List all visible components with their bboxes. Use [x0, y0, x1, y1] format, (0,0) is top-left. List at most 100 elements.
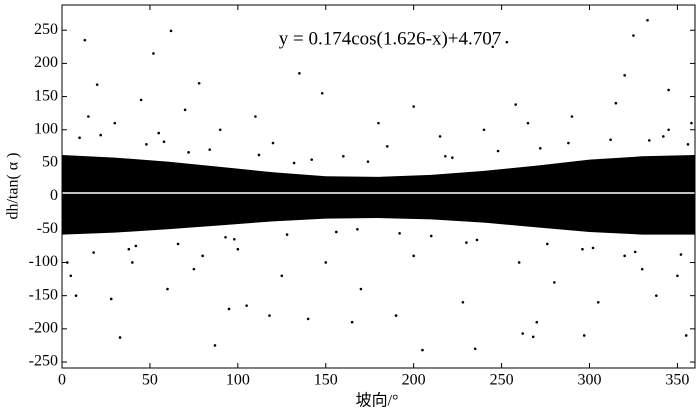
point	[591, 246, 595, 250]
point	[95, 83, 99, 86]
point	[245, 304, 248, 307]
point	[187, 151, 190, 154]
point	[655, 294, 658, 297]
y-tick-label: 200	[34, 54, 58, 71]
point	[686, 143, 690, 146]
point	[377, 121, 380, 125]
point	[684, 334, 688, 337]
point	[514, 103, 517, 106]
point	[676, 274, 679, 278]
point	[310, 158, 313, 161]
point	[553, 281, 556, 284]
y-axis-label: dh/tan( α )	[5, 152, 22, 219]
point	[113, 121, 117, 125]
point	[78, 136, 81, 140]
point	[662, 135, 665, 138]
y-tick-label: 50	[42, 154, 58, 171]
point	[134, 244, 138, 248]
point	[461, 301, 465, 304]
point	[482, 128, 486, 132]
point	[162, 140, 166, 144]
point	[236, 247, 240, 251]
point	[83, 38, 87, 42]
point	[157, 131, 161, 135]
point	[320, 91, 324, 95]
point	[640, 267, 644, 271]
point	[152, 52, 155, 55]
x-tick-label: 0	[58, 372, 66, 389]
y-tick-label: -100	[29, 253, 58, 270]
x-tick-label: 200	[402, 372, 426, 389]
y-tick-label: -200	[29, 320, 58, 337]
x-tick-label: 50	[142, 372, 158, 389]
point	[667, 88, 670, 92]
y-tick-label: -150	[29, 286, 58, 303]
point	[271, 141, 275, 145]
point	[145, 143, 148, 146]
point	[342, 155, 345, 158]
point	[254, 115, 257, 118]
point	[567, 141, 570, 145]
dense-band	[62, 154, 695, 235]
point	[546, 242, 549, 246]
point	[131, 261, 134, 264]
point	[496, 149, 500, 153]
point	[292, 161, 296, 165]
point	[632, 34, 635, 37]
point	[475, 238, 479, 242]
point	[127, 247, 131, 251]
point	[201, 254, 204, 258]
point	[609, 138, 612, 142]
point	[109, 297, 113, 301]
point	[582, 334, 586, 337]
y-tick-label: -50	[37, 220, 58, 237]
x-tick-label: 250	[490, 372, 514, 389]
point	[224, 235, 227, 239]
point	[118, 336, 122, 339]
point	[280, 274, 284, 278]
point	[690, 121, 693, 125]
point	[324, 261, 328, 264]
y-tick-label: 150	[34, 87, 58, 104]
point	[614, 101, 618, 105]
y-tick-label: 100	[34, 120, 58, 137]
point	[531, 335, 535, 339]
point	[74, 294, 78, 297]
point	[521, 332, 524, 335]
point	[257, 153, 261, 157]
point	[87, 115, 90, 118]
point	[633, 250, 637, 254]
point	[69, 274, 73, 278]
point	[596, 301, 600, 304]
point	[218, 128, 222, 132]
point	[473, 347, 477, 351]
point	[285, 233, 289, 236]
point	[268, 314, 271, 317]
y-tick-label: 0	[50, 187, 58, 204]
plot-frame	[61, 4, 696, 369]
point	[208, 148, 211, 151]
point	[65, 261, 69, 264]
point	[298, 72, 301, 75]
point	[183, 108, 187, 112]
point	[517, 261, 521, 264]
point	[570, 115, 574, 118]
point	[385, 145, 389, 148]
y-tick-label: -250	[29, 353, 58, 370]
point	[92, 251, 95, 254]
point	[99, 133, 102, 137]
point	[166, 287, 169, 291]
point	[306, 317, 310, 321]
point	[491, 45, 495, 49]
point	[444, 155, 447, 158]
point	[623, 254, 626, 258]
point	[366, 160, 370, 163]
point	[451, 156, 454, 159]
point	[192, 267, 196, 271]
point	[526, 121, 530, 125]
point	[394, 314, 398, 317]
point	[359, 287, 363, 291]
point	[646, 18, 649, 22]
point	[623, 74, 626, 77]
point	[398, 231, 401, 235]
